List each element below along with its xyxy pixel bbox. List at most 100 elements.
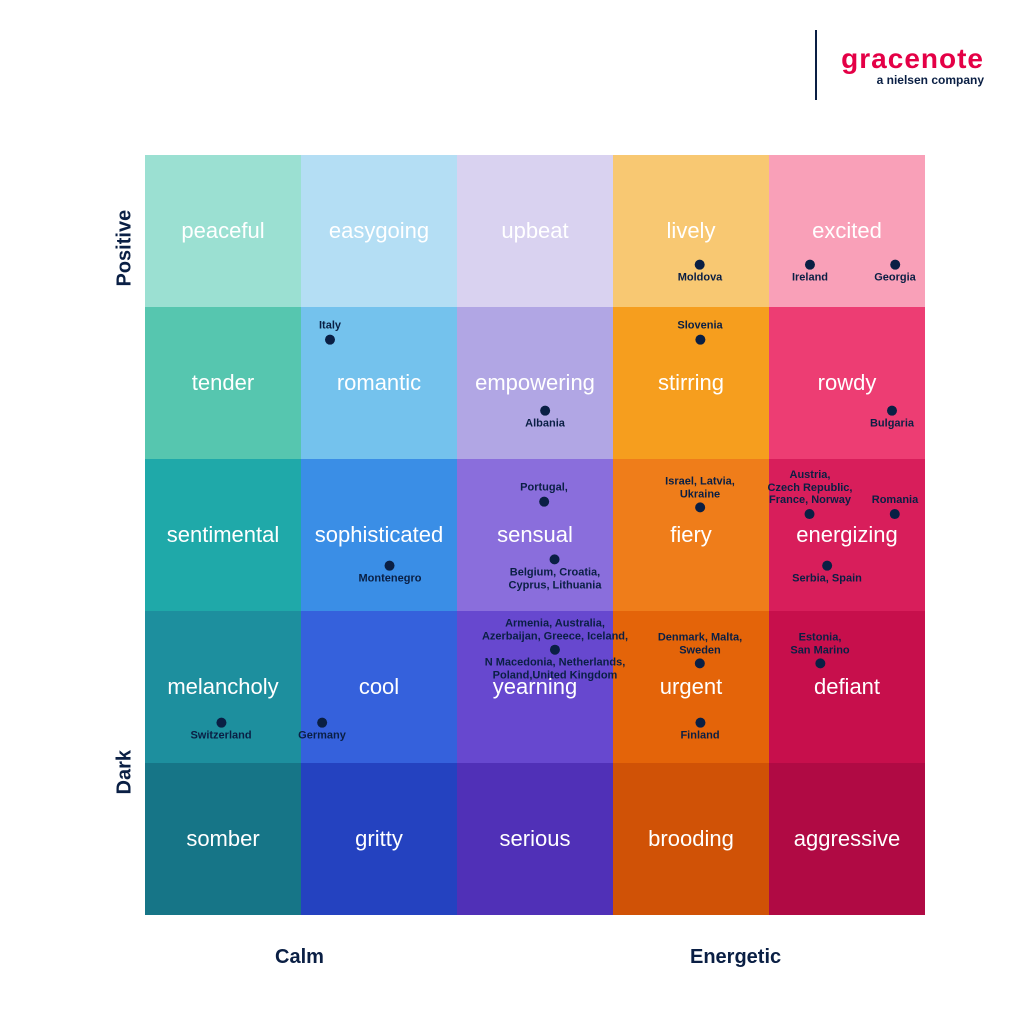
data-point-dot: [890, 260, 900, 270]
data-point-dot: [887, 406, 897, 416]
mood-cell-empowering: empowering: [457, 307, 613, 459]
mood-cell-sophisticated: sophisticated: [301, 459, 457, 611]
logo-subtitle: a nielsen company: [841, 73, 984, 87]
data-point: Albania: [525, 406, 565, 431]
data-point-dot: [325, 334, 335, 344]
mood-cell-label: stirring: [658, 370, 724, 396]
data-point-label: N Macedonia, Netherlands, Poland,United …: [482, 657, 628, 682]
data-point-label: Portugal,: [520, 482, 568, 495]
mood-cell-tender: tender: [145, 307, 301, 459]
logo: gracenote a nielsen company: [815, 30, 984, 100]
data-point-label: Austria, Czech Republic, France, Norway: [768, 469, 853, 507]
mood-cell-label: sensual: [497, 522, 573, 548]
data-point-dot: [805, 509, 815, 519]
x-axis-right-label: Energetic: [690, 946, 781, 969]
mood-cell-somber: somber: [145, 763, 301, 915]
data-point: Georgia: [874, 260, 916, 285]
data-point: Serbia, Spain: [792, 561, 862, 586]
data-point-label: Denmark, Malta, Sweden: [658, 631, 742, 656]
mood-cell-brooding: brooding: [613, 763, 769, 915]
data-point: Romania: [872, 469, 918, 519]
mood-cell-rowdy: rowdy: [769, 307, 925, 459]
y-axis-bottom-label: Dark: [114, 765, 137, 795]
data-point: Finland: [680, 718, 719, 743]
mood-cell-label: defiant: [814, 674, 880, 700]
data-point-label: Israel, Latvia, Ukraine: [665, 475, 735, 500]
data-point: Armenia, Australia, Azerbaijan, Greece, …: [482, 618, 628, 683]
mood-cell-label: brooding: [648, 826, 734, 852]
mood-cell-serious: serious: [457, 763, 613, 915]
x-axis-left-label: Calm: [275, 946, 324, 969]
mood-cell-label: peaceful: [181, 218, 264, 244]
data-point-dot: [539, 496, 549, 506]
data-point-dot: [385, 561, 395, 571]
mood-cell-label: fiery: [670, 522, 712, 548]
data-point: Moldova: [678, 260, 723, 285]
data-point-label: Germany: [298, 730, 346, 743]
data-point-label: Romania: [872, 469, 918, 507]
mood-cell-label: somber: [186, 826, 259, 852]
data-point-dot: [822, 561, 832, 571]
data-point: Montenegro: [359, 561, 422, 586]
data-point-dot: [317, 718, 327, 728]
data-point-label: Georgia: [874, 272, 916, 285]
mood-cell-label: lively: [667, 218, 716, 244]
data-point: Bulgaria: [870, 406, 914, 431]
mood-cell-label: gritty: [355, 826, 403, 852]
data-point-label: Finland: [680, 730, 719, 743]
data-point-label: Moldova: [678, 272, 723, 285]
mood-cell-label: sophisticated: [315, 522, 443, 548]
mood-cell-label: serious: [500, 826, 571, 852]
data-point: Portugal,: [520, 482, 568, 507]
mood-cell-label: urgent: [660, 674, 722, 700]
mood-cell-label: empowering: [475, 370, 595, 396]
mood-grid-chart: gracenote a nielsen company peaceful easy…: [0, 0, 1024, 1024]
mood-cell-label: melancholy: [167, 674, 278, 700]
data-point-dot: [805, 260, 815, 270]
data-point-label: Belgium, Croatia, Cyprus, Lithuania: [509, 566, 602, 591]
data-point: Estonia, San Marino: [790, 631, 849, 668]
mood-cell-label: energizing: [796, 522, 898, 548]
data-point-dot: [695, 718, 705, 728]
data-point-dot: [540, 406, 550, 416]
mood-cell-label: aggressive: [794, 826, 900, 852]
data-point: Switzerland: [190, 718, 251, 743]
data-point-dot: [815, 659, 825, 669]
data-point-label: Armenia, Australia, Azerbaijan, Greece, …: [482, 618, 628, 643]
mood-cell-label: easygoing: [329, 218, 429, 244]
mood-cell-peaceful: peaceful: [145, 155, 301, 307]
data-point-dot: [695, 334, 705, 344]
data-point-label: Bulgaria: [870, 418, 914, 431]
mood-cell-label: upbeat: [501, 218, 568, 244]
data-point-label: Ireland: [792, 272, 828, 285]
data-point-dot: [216, 718, 226, 728]
data-point: Belgium, Croatia, Cyprus, Lithuania: [509, 554, 602, 591]
mood-cell-label: romantic: [337, 370, 421, 396]
data-point-dot: [550, 554, 560, 564]
data-point: Austria, Czech Republic, France, Norway: [768, 469, 853, 519]
data-point-label: Serbia, Spain: [792, 573, 862, 586]
mood-cell-gritty: gritty: [301, 763, 457, 915]
data-point: Italy: [319, 320, 341, 345]
mood-cell-label: cool: [359, 674, 399, 700]
mood-cell-sentimental: sentimental: [145, 459, 301, 611]
data-point-label: Montenegro: [359, 573, 422, 586]
data-point-label: Albania: [525, 418, 565, 431]
mood-cell-label: excited: [812, 218, 882, 244]
data-point: Denmark, Malta, Sweden: [658, 631, 742, 668]
mood-cell-label: sentimental: [167, 522, 280, 548]
y-axis-top-label: Positive: [114, 257, 137, 287]
data-point-label: Slovenia: [677, 320, 722, 333]
data-point-dot: [695, 260, 705, 270]
data-point-label: Italy: [319, 320, 341, 333]
mood-cell-label: tender: [192, 370, 254, 396]
data-point-dot: [550, 645, 560, 655]
data-point-label: Switzerland: [190, 730, 251, 743]
data-point-label: Estonia, San Marino: [790, 631, 849, 656]
data-point: Ireland: [792, 260, 828, 285]
logo-main: gracenote: [841, 43, 984, 75]
data-point-dot: [695, 503, 705, 513]
mood-cell-aggressive: aggressive: [769, 763, 925, 915]
data-point-dot: [890, 509, 900, 519]
mood-cell-upbeat: upbeat: [457, 155, 613, 307]
